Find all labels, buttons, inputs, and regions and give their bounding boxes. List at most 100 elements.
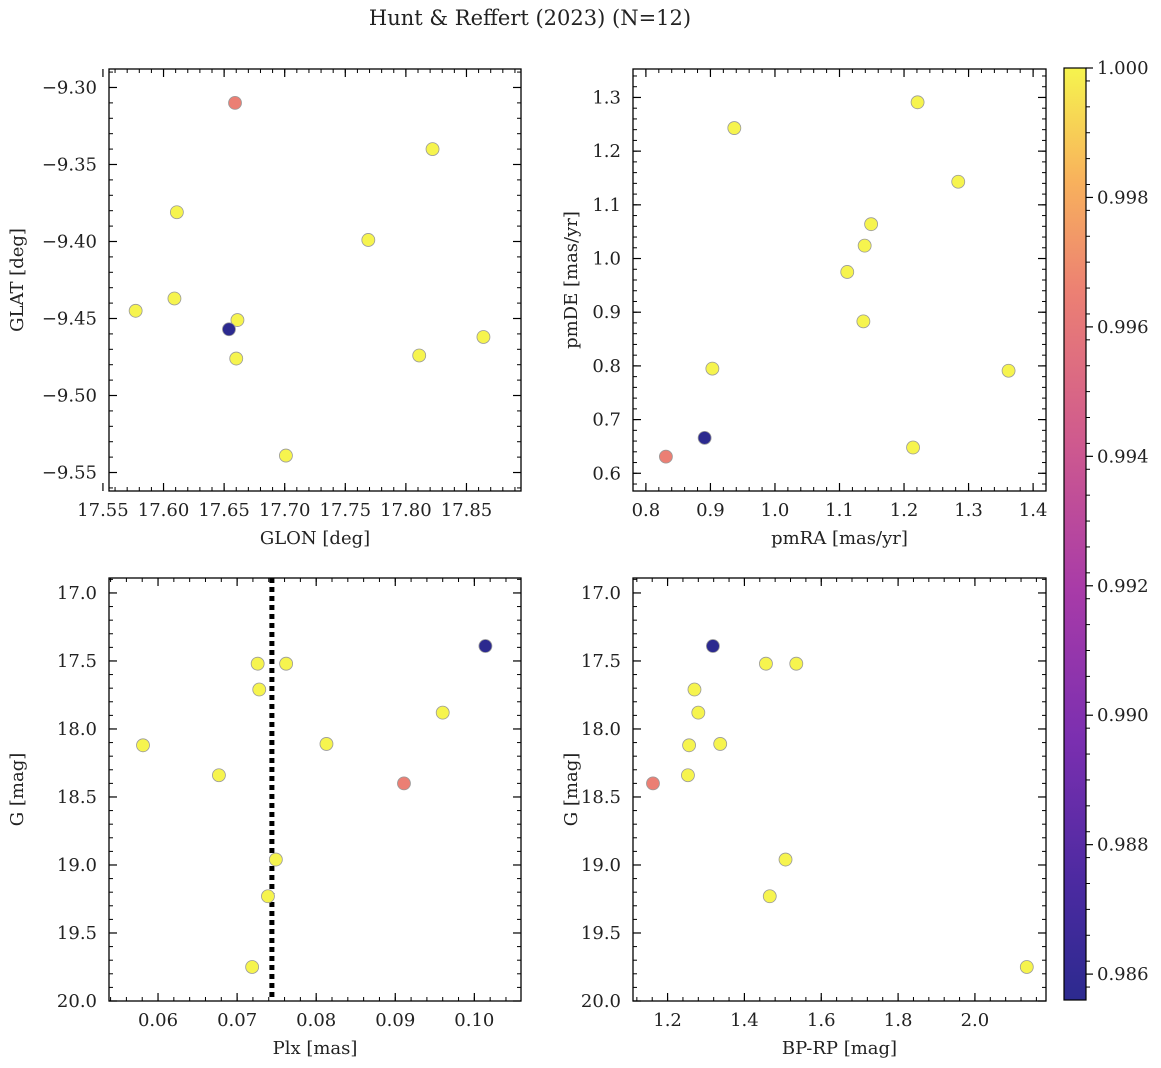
scatter-point bbox=[856, 314, 871, 329]
x-axis-label: BP-RP [mag] bbox=[782, 1038, 897, 1059]
scatter-point bbox=[245, 960, 260, 974]
scatter-point bbox=[279, 448, 293, 463]
y-tick-label: 1.1 bbox=[592, 195, 621, 216]
scatter-point bbox=[681, 768, 695, 783]
x-axis-label: Plx [mas] bbox=[273, 1038, 358, 1059]
x-tick-label: 0.9 bbox=[696, 500, 725, 521]
scatter-point bbox=[435, 705, 450, 720]
y-tick-label: 18.0 bbox=[57, 719, 97, 740]
y-axis-label: G [mag] bbox=[7, 753, 28, 826]
scatter-point bbox=[128, 303, 143, 318]
scatter-point bbox=[682, 738, 696, 753]
panel-pmra-pmde: 0.8 0.9 1.0 1.1 1.2 1.3 1.4 0.6 0.7 0.8 0.9 1.0 1.1 1… bbox=[561, 68, 1047, 549]
y-tick-label: 18.0 bbox=[581, 719, 621, 740]
scatter-point bbox=[691, 705, 706, 720]
colorbar-tick-label: 1.000 bbox=[1097, 58, 1149, 79]
colorbar-tick-label: 0.990 bbox=[1097, 705, 1149, 726]
y-tick-label: 0.9 bbox=[592, 302, 621, 323]
scatter-point bbox=[951, 174, 966, 189]
scatter-point bbox=[705, 361, 720, 376]
y-tick-label: 19.0 bbox=[581, 855, 621, 876]
y-tick-label: 1.3 bbox=[592, 87, 621, 108]
scatter-point bbox=[250, 656, 265, 671]
axes-frame bbox=[108, 577, 522, 1002]
x-tick-label: 2.0 bbox=[961, 1010, 990, 1031]
axes-frame bbox=[108, 68, 522, 492]
scatter-point bbox=[261, 889, 275, 904]
y-tick-label: 17.0 bbox=[581, 583, 621, 604]
scatter-point bbox=[906, 440, 920, 455]
scatter-point bbox=[857, 238, 872, 253]
scatter-point bbox=[319, 737, 334, 751]
x-tick-label: 1.8 bbox=[884, 1010, 913, 1031]
x-tick-label: 0.8 bbox=[632, 500, 661, 521]
colorbar-tick-label: 0.996 bbox=[1097, 317, 1149, 338]
scatter-point bbox=[212, 768, 226, 783]
colorbar-frame bbox=[1063, 67, 1087, 1001]
y-tick-label: 18.5 bbox=[57, 787, 97, 808]
y-tick-label: −9.50 bbox=[42, 386, 97, 407]
scatter-point bbox=[1001, 363, 1016, 378]
y-tick-label: 0.8 bbox=[592, 356, 621, 377]
scatter-point bbox=[228, 95, 242, 110]
x-tick-label: 17.85 bbox=[441, 500, 493, 521]
x-tick-label: 1.0 bbox=[761, 500, 790, 521]
scatter-point bbox=[268, 852, 283, 867]
scatter-point bbox=[713, 737, 728, 751]
x-tick-label: 0.07 bbox=[217, 1010, 257, 1031]
y-tick-label: 17.0 bbox=[57, 583, 97, 604]
scatter-point bbox=[840, 265, 855, 279]
y-tick-label: 0.7 bbox=[592, 410, 621, 431]
scatter-point bbox=[789, 656, 804, 671]
x-tick-label: 17.65 bbox=[198, 500, 250, 521]
colorbar-gradient bbox=[1064, 68, 1086, 1000]
scatter-point bbox=[167, 291, 182, 306]
scatter-point bbox=[361, 233, 376, 247]
y-axis-label: G [mag] bbox=[561, 753, 582, 826]
y-tick-label: 20.0 bbox=[57, 991, 97, 1012]
y-tick-label: 20.0 bbox=[581, 991, 621, 1012]
y-tick-label: −9.30 bbox=[42, 77, 97, 98]
axes-frame bbox=[632, 68, 1047, 492]
scatter-point bbox=[727, 121, 742, 135]
scatter-point bbox=[706, 639, 720, 653]
x-tick-label: 0.06 bbox=[138, 1010, 178, 1031]
x-tick-label: 17.80 bbox=[380, 500, 432, 521]
y-tick-label: 17.5 bbox=[57, 651, 97, 672]
y-tick-label: −9.45 bbox=[42, 309, 97, 330]
scatter-point bbox=[169, 205, 184, 220]
x-tick-label: 1.1 bbox=[825, 500, 854, 521]
scatter-point bbox=[397, 776, 411, 791]
axes-frame bbox=[632, 577, 1047, 1002]
scatter-point bbox=[230, 313, 245, 327]
scatter-point bbox=[762, 889, 777, 904]
scatter-point bbox=[659, 449, 673, 464]
colorbar-tick-label: 0.994 bbox=[1097, 446, 1149, 467]
scatter-point bbox=[252, 682, 267, 697]
x-tick-label: 17.75 bbox=[320, 500, 372, 521]
y-tick-label: 1.0 bbox=[592, 249, 621, 270]
panel-plx-g: 0.06 0.07 0.08 0.09 0.10 17.0 17.5 18.0 18.5 19.0… bbox=[7, 577, 522, 1059]
panel-bprp-g: 1.2 1.4 1.6 1.8 2.0 17.0 17.5 18.0 18.5 19.0 19.5 2… bbox=[561, 577, 1047, 1059]
y-tick-label: 1.2 bbox=[592, 141, 621, 162]
x-tick-label: 0.09 bbox=[375, 1010, 415, 1031]
x-tick-label: 17.60 bbox=[138, 500, 190, 521]
scatter-point bbox=[1019, 960, 1034, 974]
scatter-point bbox=[646, 776, 660, 791]
x-tick-label: 1.6 bbox=[807, 1010, 836, 1031]
x-tick-label: 17.70 bbox=[259, 500, 311, 521]
x-axis-label: GLON [deg] bbox=[260, 528, 370, 549]
scatter-point bbox=[222, 322, 236, 337]
colorbar: 0.986 0.988 0.990 0.992 0.994 0.996 0.998 1.000 bbox=[1063, 58, 1149, 1001]
y-tick-label: 19.0 bbox=[57, 855, 97, 876]
y-axis-label: GLAT [deg] bbox=[7, 228, 28, 332]
y-tick-label: −9.35 bbox=[42, 154, 97, 175]
scatter-point bbox=[136, 738, 150, 753]
y-tick-label: 18.5 bbox=[581, 787, 621, 808]
x-tick-label: 0.08 bbox=[296, 1010, 336, 1031]
scatter-point bbox=[687, 682, 702, 697]
scatter-point bbox=[478, 639, 493, 653]
scatter-point bbox=[864, 217, 879, 232]
scatter-point bbox=[910, 95, 925, 110]
